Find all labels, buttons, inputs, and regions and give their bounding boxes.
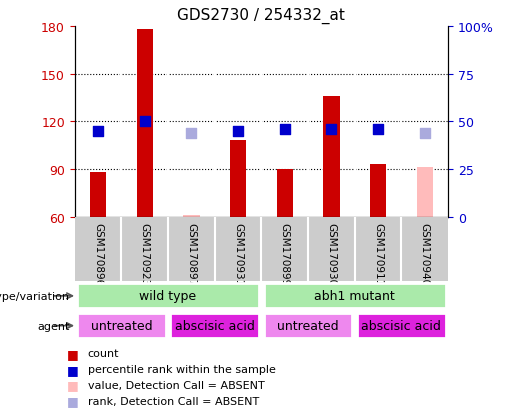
Bar [264, 313, 352, 338]
Text: ■: ■ [67, 347, 79, 360]
Text: abscisic acid: abscisic acid [362, 319, 441, 332]
Bar [90, 173, 106, 217]
Point [141, 119, 149, 126]
Point [421, 130, 429, 137]
Bar [323, 97, 339, 217]
Text: GSM170897: GSM170897 [186, 222, 196, 285]
Point [187, 130, 196, 137]
Bar [136, 30, 153, 217]
Bar [417, 168, 433, 217]
Bar [183, 216, 199, 217]
Point [374, 126, 382, 133]
Bar [230, 141, 246, 217]
Bar [77, 284, 259, 309]
Text: genotype/variation: genotype/variation [0, 291, 70, 301]
Text: GSM170899: GSM170899 [280, 222, 290, 285]
Point [327, 126, 335, 133]
Point [281, 126, 289, 133]
Text: GSM170923: GSM170923 [140, 222, 150, 285]
Text: GSM170896: GSM170896 [93, 222, 103, 285]
Text: GSM170931: GSM170931 [233, 222, 243, 285]
Bar [77, 313, 166, 338]
Bar [357, 313, 445, 338]
Text: abscisic acid: abscisic acid [175, 319, 254, 332]
Text: ■: ■ [67, 394, 79, 407]
Text: rank, Detection Call = ABSENT: rank, Detection Call = ABSENT [88, 396, 259, 406]
Bar [370, 165, 386, 217]
Text: GSM170930: GSM170930 [327, 222, 336, 285]
Bar [264, 284, 445, 309]
Text: agent: agent [37, 321, 70, 331]
Bar [170, 313, 259, 338]
Text: untreated: untreated [277, 319, 339, 332]
Text: percentile rank within the sample: percentile rank within the sample [88, 364, 276, 374]
Text: abh1 mutant: abh1 mutant [314, 290, 395, 303]
Text: count: count [88, 349, 119, 358]
Text: GSM170940: GSM170940 [420, 222, 430, 285]
Text: ■: ■ [67, 363, 79, 376]
Text: ■: ■ [67, 378, 79, 392]
Text: wild type: wild type [140, 290, 197, 303]
Text: untreated: untreated [91, 319, 152, 332]
Bar [277, 170, 293, 217]
Text: value, Detection Call = ABSENT: value, Detection Call = ABSENT [88, 380, 264, 390]
Point [234, 128, 242, 135]
Text: GSM170911: GSM170911 [373, 222, 383, 285]
Point [94, 128, 102, 135]
Title: GDS2730 / 254332_at: GDS2730 / 254332_at [178, 8, 345, 24]
